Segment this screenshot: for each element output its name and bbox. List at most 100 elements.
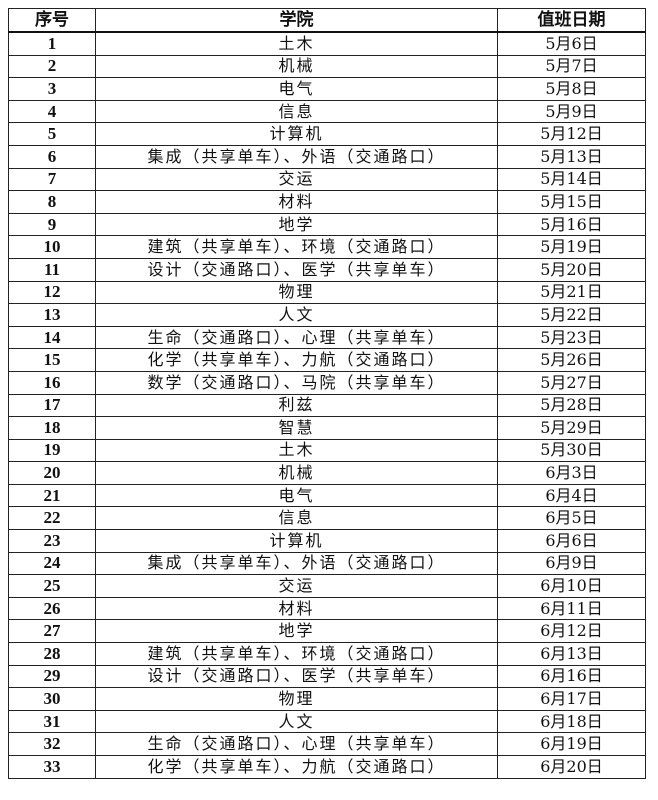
cell-duty-date: 5月9日 [497, 99, 646, 124]
table-row: 10 建筑（共享单车）、环境（交通路口） 5月19日 [8, 235, 646, 259]
cell-duty-date: 5月28日 [497, 393, 646, 418]
cell-duty-date: 6月11日 [497, 596, 646, 621]
cell-index: 30 [8, 687, 96, 711]
cell-college: 物理 [95, 280, 498, 305]
cell-duty-date: 6月17日 [497, 687, 646, 711]
cell-college: 建筑（共享单车）、环境（交通路口） [95, 642, 498, 666]
cell-duty-date: 6月20日 [497, 755, 646, 779]
table-row: 22 信息 6月5日 [8, 506, 646, 531]
cell-college: 人文 [95, 303, 498, 327]
cell-index: 1 [8, 31, 96, 56]
cell-duty-date: 5月19日 [497, 235, 646, 259]
cell-index: 21 [8, 483, 96, 508]
table-row: 27 地学 6月12日 [8, 619, 646, 644]
table-row: 18 智慧 5月29日 [8, 416, 646, 440]
cell-duty-date: 6月4日 [497, 483, 646, 508]
cell-index: 22 [8, 506, 96, 531]
cell-college: 材料 [95, 190, 498, 214]
cell-college: 设计（交通路口）、医学（共享单车） [95, 257, 498, 282]
cell-duty-date: 5月13日 [497, 144, 646, 169]
table-body: 1 土木 5月6日 2 机械 5月7日 3 电气 5月8日 4 信息 5月9日 5 计算机 5月12日 6 集成… [8, 31, 646, 779]
cell-duty-date: 6月6日 [497, 529, 646, 553]
table-row: 24 集成（共享单车）、外语（交通路口） 6月9日 [8, 551, 646, 576]
cell-duty-date: 5月7日 [497, 54, 646, 79]
cell-college: 数学（交通路口）、马院（共享单车） [95, 370, 498, 395]
cell-college: 电气 [95, 77, 498, 101]
cell-duty-date: 6月3日 [497, 461, 646, 485]
cell-index: 19 [8, 438, 96, 463]
cell-duty-date: 6月12日 [497, 619, 646, 644]
table-row: 5 计算机 5月12日 [8, 122, 646, 146]
cell-index: 2 [8, 54, 96, 79]
cell-college: 建筑（共享单车）、环境（交通路口） [95, 235, 498, 259]
cell-college: 物理 [95, 687, 498, 711]
cell-duty-date: 5月21日 [497, 280, 646, 305]
cell-duty-date: 6月16日 [497, 664, 646, 689]
cell-index: 10 [8, 235, 96, 259]
table-row: 2 机械 5月7日 [8, 54, 646, 79]
table-row: 20 机械 6月3日 [8, 461, 646, 485]
table-row: 25 交运 6月10日 [8, 574, 646, 598]
cell-index: 5 [8, 122, 96, 146]
table-row: 11 设计（交通路口）、医学（共享单车） 5月20日 [8, 257, 646, 282]
cell-index: 32 [8, 732, 96, 756]
cell-index: 13 [8, 303, 96, 327]
cell-college: 信息 [95, 506, 498, 531]
cell-index: 33 [8, 755, 96, 779]
cell-index: 25 [8, 574, 96, 598]
table-row: 17 利兹 5月28日 [8, 393, 646, 418]
cell-college: 设计（交通路口）、医学（共享单车） [95, 664, 498, 689]
cell-index: 4 [8, 99, 96, 124]
cell-duty-date: 5月23日 [497, 325, 646, 350]
cell-college: 电气 [95, 483, 498, 508]
table-row: 31 人文 6月18日 [8, 709, 646, 734]
header-college: 学院 [95, 8, 498, 33]
cell-college: 交运 [95, 167, 498, 192]
cell-college: 地学 [95, 619, 498, 644]
cell-index: 8 [8, 190, 96, 214]
cell-index: 9 [8, 212, 96, 237]
cell-duty-date: 5月15日 [497, 190, 646, 214]
table-row: 33 化学（共享单车）、力航（交通路口） 6月20日 [8, 755, 646, 779]
table-row: 13 人文 5月22日 [8, 303, 646, 327]
cell-college: 机械 [95, 461, 498, 485]
table-row: 6 集成（共享单车）、外语（交通路口） 5月13日 [8, 144, 646, 169]
cell-index: 20 [8, 461, 96, 485]
cell-college: 化学（共享单车）、力航（交通路口） [95, 348, 498, 372]
table-row: 23 计算机 6月6日 [8, 529, 646, 553]
cell-college: 利兹 [95, 393, 498, 418]
cell-college: 计算机 [95, 122, 498, 146]
table-row: 16 数学（交通路口）、马院（共享单车） 5月27日 [8, 370, 646, 395]
cell-index: 28 [8, 642, 96, 666]
cell-index: 29 [8, 664, 96, 689]
cell-college: 集成（共享单车）、外语（交通路口） [95, 551, 498, 576]
table-row: 1 土木 5月6日 [8, 31, 646, 56]
cell-duty-date: 5月26日 [497, 348, 646, 372]
cell-duty-date: 5月16日 [497, 212, 646, 237]
cell-duty-date: 5月20日 [497, 257, 646, 282]
cell-index: 31 [8, 709, 96, 734]
table-row: 21 电气 6月4日 [8, 483, 646, 508]
cell-college: 交运 [95, 574, 498, 598]
cell-index: 14 [8, 325, 96, 350]
cell-college: 地学 [95, 212, 498, 237]
cell-index: 24 [8, 551, 96, 576]
table-row: 4 信息 5月9日 [8, 99, 646, 124]
cell-duty-date: 6月9日 [497, 551, 646, 576]
cell-index: 7 [8, 167, 96, 192]
cell-college: 信息 [95, 99, 498, 124]
cell-duty-date: 5月27日 [497, 370, 646, 395]
cell-index: 23 [8, 529, 96, 553]
cell-college: 集成（共享单车）、外语（交通路口） [95, 144, 498, 169]
cell-duty-date: 5月8日 [497, 77, 646, 101]
cell-index: 17 [8, 393, 96, 418]
cell-index: 27 [8, 619, 96, 644]
cell-index: 18 [8, 416, 96, 440]
header-duty-date: 值班日期 [497, 8, 646, 33]
cell-duty-date: 5月14日 [497, 167, 646, 192]
cell-index: 16 [8, 370, 96, 395]
cell-college: 生命（交通路口）、心理（共享单车） [95, 732, 498, 756]
header-row: 序号 学院 值班日期 [8, 8, 646, 33]
cell-college: 机械 [95, 54, 498, 79]
cell-college: 生命（交通路口）、心理（共享单车） [95, 325, 498, 350]
